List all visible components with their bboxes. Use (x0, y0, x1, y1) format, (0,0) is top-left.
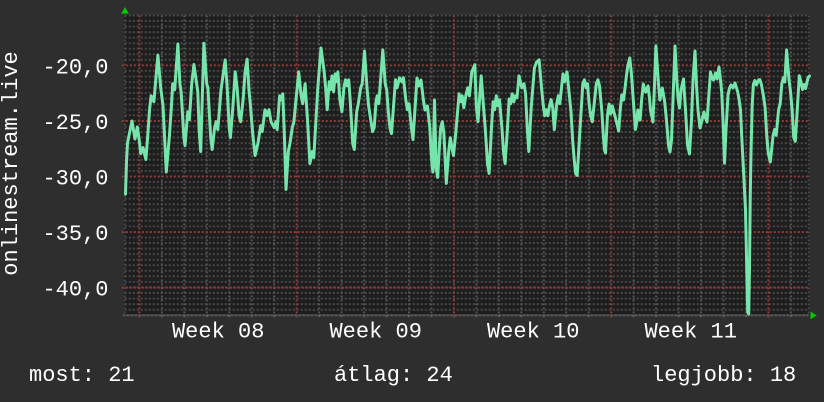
svg-text:-35,0: -35,0 (42, 222, 108, 247)
svg-text:Week 11: Week 11 (644, 320, 736, 345)
svg-text:átlag: 24: átlag: 24 (334, 363, 453, 388)
svg-text:onlinestream.live: onlinestream.live (0, 51, 24, 275)
svg-text:Week 08: Week 08 (172, 320, 264, 345)
svg-text:Week 09: Week 09 (329, 320, 421, 345)
svg-text:-30,0: -30,0 (42, 167, 108, 192)
svg-text:most: 21: most: 21 (29, 363, 135, 388)
svg-text:Week 10: Week 10 (487, 320, 579, 345)
svg-text:-20,0: -20,0 (42, 55, 108, 80)
svg-text:-25,0: -25,0 (42, 111, 108, 136)
svg-text:-40,0: -40,0 (42, 278, 108, 303)
svg-text:legjobb: 18: legjobb: 18 (651, 363, 796, 388)
